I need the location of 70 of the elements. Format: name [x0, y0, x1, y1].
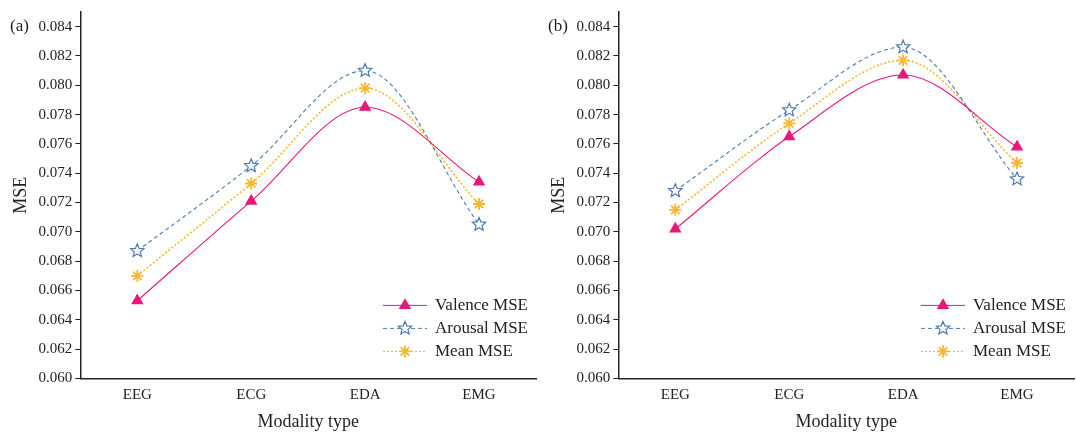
- point: [473, 175, 485, 186]
- point: [1011, 140, 1023, 151]
- x-tick-label: ECG: [774, 386, 805, 403]
- y-tick-label: 0.068: [576, 252, 611, 269]
- y-tick-label: 0.062: [38, 340, 73, 357]
- y-tick-label: 0.064: [38, 310, 73, 327]
- legend-label: Valence MSE: [434, 294, 528, 314]
- point: [895, 39, 911, 54]
- y-tick-label: 0.084: [576, 17, 611, 34]
- y-tick-label: 0.066: [38, 281, 73, 298]
- point: [471, 216, 487, 231]
- point: [781, 102, 797, 117]
- y-tick-label: 0.082: [576, 46, 611, 63]
- legend-label: Arousal MSE: [434, 317, 528, 337]
- point: [358, 81, 373, 96]
- legend-label: Arousal MSE: [972, 317, 1066, 337]
- y-tick-label: 0.078: [576, 105, 611, 122]
- y-tick-label: 0.070: [576, 222, 611, 239]
- point: [668, 202, 683, 217]
- legend-label: Mean MSE: [434, 340, 513, 360]
- y-tick-label: 0.080: [576, 76, 611, 93]
- point: [359, 100, 371, 111]
- legend-label: Mean MSE: [972, 340, 1051, 360]
- point: [669, 222, 682, 233]
- x-tick-label: EDA: [887, 386, 919, 403]
- point: [130, 268, 145, 283]
- point: [897, 68, 909, 79]
- y-tick-label: 0.064: [576, 310, 611, 327]
- x-axis-title: Modality type: [257, 410, 359, 431]
- y-tick-label: 0.060: [38, 369, 73, 386]
- chart-title: (a): [10, 16, 29, 36]
- point: [1009, 171, 1025, 186]
- point: [472, 197, 486, 211]
- y-tick-label: 0.078: [38, 105, 73, 122]
- x-tick-label: ECG: [236, 386, 267, 403]
- chart-title: (b): [548, 16, 568, 36]
- y-tick-label: 0.082: [38, 46, 73, 63]
- y-tick-label: 0.074: [38, 164, 73, 181]
- point: [244, 176, 259, 191]
- y-tick-label: 0.076: [38, 134, 73, 151]
- y-tick-label: 0.072: [38, 193, 73, 210]
- point: [1010, 156, 1024, 170]
- point: [130, 243, 145, 258]
- point: [131, 294, 144, 305]
- y-tick-label: 0.066: [576, 281, 611, 298]
- y-tick-label: 0.072: [576, 193, 611, 210]
- y-tick-label: 0.080: [38, 76, 73, 93]
- y-tick-label: 0.076: [576, 134, 611, 151]
- point: [896, 53, 911, 68]
- y-axis-title: MSE: [547, 176, 568, 214]
- y-tick-label: 0.070: [38, 222, 73, 239]
- point: [243, 158, 259, 173]
- point: [783, 129, 796, 141]
- point: [668, 183, 683, 198]
- point: [245, 194, 258, 205]
- x-tick-label: EDA: [349, 386, 381, 403]
- legend-label: Valence MSE: [972, 294, 1066, 314]
- x-tick-label: EMG: [1000, 386, 1034, 403]
- y-tick-label: 0.060: [576, 369, 611, 386]
- y-tick-label: 0.084: [38, 17, 73, 34]
- x-tick-label: EEG: [122, 386, 153, 403]
- y-tick-label: 0.074: [576, 164, 611, 181]
- x-tick-label: EMG: [462, 386, 496, 403]
- point: [782, 116, 797, 131]
- y-tick-label: 0.062: [576, 340, 611, 357]
- x-axis-title: Modality type: [795, 410, 897, 431]
- x-tick-label: EEG: [660, 386, 691, 403]
- y-tick-label: 0.068: [38, 252, 73, 269]
- point: [357, 63, 373, 77]
- y-axis-title: MSE: [9, 176, 30, 214]
